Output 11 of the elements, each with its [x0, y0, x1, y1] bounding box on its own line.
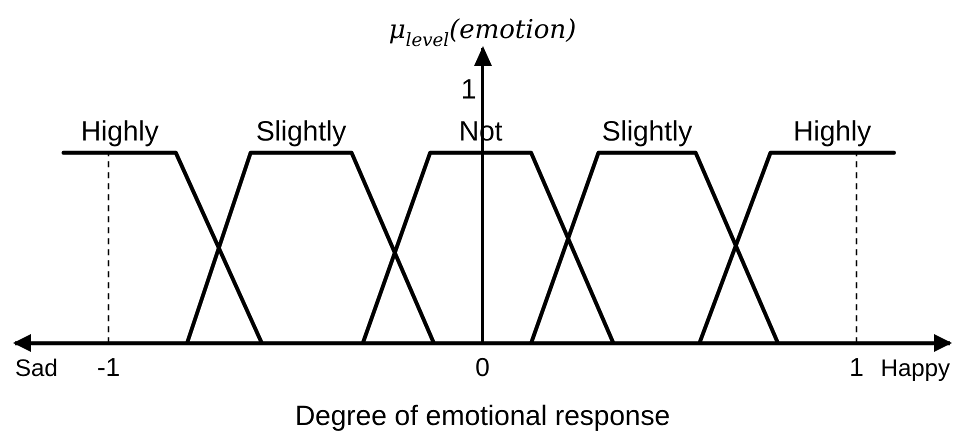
annotation: 1 [460, 73, 476, 104]
series-label: Highly [793, 115, 872, 146]
series-label: Slightly [256, 115, 346, 146]
x-axis-title: Degree of emotional response [294, 400, 670, 431]
x-tick-label: 0 [475, 352, 490, 382]
series-label: Slightly [602, 115, 692, 146]
series-label: Highly [80, 115, 159, 146]
x-tick-label: 1 [849, 352, 864, 382]
text: Happy [880, 354, 950, 382]
x-tick-label: -1 [96, 352, 120, 382]
text: Sad [15, 354, 58, 382]
